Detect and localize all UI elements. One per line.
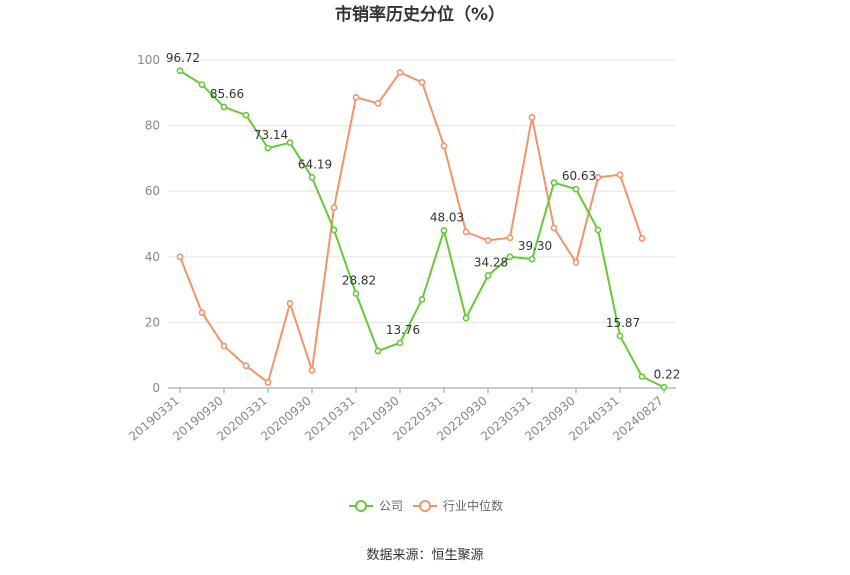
data-point[interactable] — [638, 373, 646, 380]
grid — [168, 59, 676, 323]
data-point[interactable] — [220, 342, 228, 350]
data-point[interactable] — [594, 174, 602, 181]
data-point[interactable] — [308, 174, 316, 181]
data-label: 0.22 — [654, 367, 681, 381]
data-point[interactable] — [550, 179, 558, 187]
data-point[interactable] — [264, 144, 272, 152]
data-point[interactable] — [286, 299, 294, 307]
legend-industry-marker — [419, 500, 431, 512]
series-line — [179, 69, 665, 389]
data-point[interactable] — [616, 171, 624, 179]
series-line — [179, 71, 643, 384]
data-point[interactable] — [594, 226, 602, 234]
data-point[interactable] — [462, 228, 470, 236]
data-label: 34.28 — [474, 256, 508, 270]
data-point[interactable] — [374, 347, 382, 355]
legend-item-company[interactable]: 公司 — [349, 499, 403, 513]
data-point[interactable] — [440, 142, 448, 150]
data-point[interactable] — [440, 227, 448, 234]
data-label: 73.14 — [254, 128, 288, 142]
data-labels: 96.72 85.66 73.14 64.19 28.82 13.76 48.03 34.28… — [166, 51, 681, 382]
legend[interactable]: 公司 行业中位数 — [349, 498, 503, 513]
data-point[interactable] — [264, 379, 272, 386]
legend-company-label: 公司 — [379, 499, 403, 513]
data-label: 28.82 — [342, 273, 376, 287]
y-axis: 0 20 40 60 80 100 — [137, 53, 160, 395]
y-tick-label: 40 — [145, 250, 160, 264]
series-1 — [176, 69, 646, 386]
data-point[interactable] — [176, 67, 184, 75]
data-source: 数据来源：恒生聚源 — [366, 548, 483, 563]
y-tick-label: 20 — [145, 315, 160, 329]
data-point[interactable] — [484, 236, 492, 244]
data-point[interactable] — [330, 204, 338, 211]
data-point[interactable] — [220, 103, 228, 111]
data-point[interactable] — [418, 78, 426, 86]
data-point[interactable] — [418, 296, 426, 303]
data-point[interactable] — [616, 332, 624, 340]
data-point[interactable] — [484, 272, 492, 279]
data-point[interactable] — [330, 226, 338, 234]
data-label: 85.66 — [210, 87, 244, 101]
data-label: 60.63 — [562, 169, 596, 183]
data-label: 15.87 — [606, 316, 640, 330]
data-point[interactable] — [176, 253, 184, 261]
data-point[interactable] — [242, 111, 250, 119]
data-label: 48.03 — [430, 210, 464, 224]
data-point[interactable] — [550, 224, 558, 232]
data-point[interactable] — [506, 253, 514, 261]
series-0 — [176, 67, 668, 391]
data-point[interactable] — [396, 69, 404, 76]
data-point[interactable] — [396, 339, 404, 347]
y-tick-label: 60 — [145, 184, 160, 198]
data-point[interactable] — [198, 81, 206, 88]
data-point[interactable] — [572, 258, 580, 266]
legend-item-industry-median[interactable]: 行业中位数 — [413, 498, 503, 513]
data-point[interactable] — [286, 139, 294, 147]
data-point[interactable] — [572, 185, 580, 193]
y-tick-label: 80 — [145, 119, 160, 133]
y-tick-label: 100 — [137, 53, 160, 67]
data-point[interactable] — [660, 383, 668, 391]
data-point[interactable] — [638, 235, 646, 242]
data-label: 96.72 — [166, 51, 200, 65]
x-axis: 2019033120190930202003312020093020210331… — [126, 387, 676, 444]
data-label: 64.19 — [298, 157, 332, 171]
data-point[interactable] — [528, 255, 536, 263]
data-point[interactable] — [528, 114, 536, 121]
data-point[interactable] — [462, 314, 470, 322]
legend-industry-label: 行业中位数 — [443, 498, 503, 513]
series-layer — [176, 67, 668, 391]
data-point[interactable] — [506, 234, 514, 242]
data-label: 39.30 — [518, 239, 552, 253]
data-point[interactable] — [242, 362, 250, 370]
data-label: 13.76 — [386, 323, 420, 337]
data-point[interactable] — [352, 93, 360, 101]
legend-company-marker — [355, 500, 367, 512]
data-point[interactable] — [374, 99, 382, 107]
data-point[interactable] — [352, 290, 360, 297]
data-point[interactable] — [308, 366, 316, 374]
y-tick-label: 0 — [152, 381, 160, 395]
chart-title: 市销率历史分位（%） — [335, 4, 505, 25]
data-point[interactable] — [198, 309, 206, 316]
